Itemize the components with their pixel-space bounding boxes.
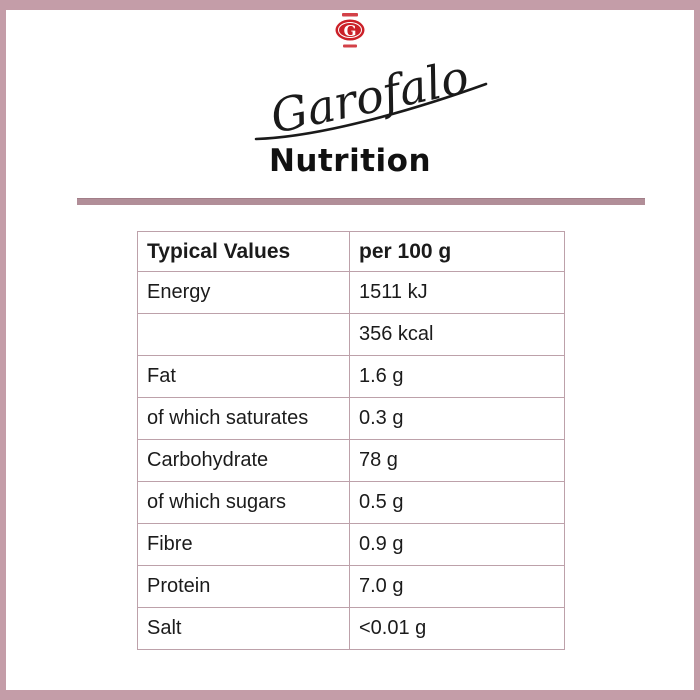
nutrient-label-cell: Energy [137, 271, 350, 314]
frame-border-top [0, 0, 700, 10]
table-row: 356 kcal [137, 313, 565, 356]
column-header-per-100g: per 100 g [349, 231, 565, 272]
nutrient-value-cell: <0.01 g [349, 607, 565, 650]
emblem-letter: G [344, 22, 357, 40]
column-header-typical-values: Typical Values [137, 231, 350, 272]
emblem-oval [335, 19, 365, 41]
nutrient-value-cell: 356 kcal [349, 313, 565, 356]
table-row: Fibre 0.9 g [137, 523, 565, 566]
garofalo-emblem-icon: G [335, 13, 365, 48]
signature-flourish [254, 82, 488, 141]
nutrient-value-cell: 78 g [349, 439, 565, 482]
table-row: Energy 1511 kJ [137, 271, 565, 314]
nutrient-label-cell: Fat [137, 355, 350, 398]
emblem-ornament-top [342, 13, 358, 17]
signature-text: Garofalo [266, 49, 474, 144]
nutrient-value-cell: 0.5 g [349, 481, 565, 524]
table-row: of which saturates 0.3 g [137, 397, 565, 440]
frame-border-bottom [0, 690, 700, 700]
section-divider [77, 198, 645, 205]
nutrient-label-cell: of which sugars [137, 481, 350, 524]
nutrient-value-cell: 1.6 g [349, 355, 565, 398]
table-row: Salt <0.01 g [137, 607, 565, 650]
emblem-ornament-bottom [343, 44, 357, 48]
nutrient-value-cell: 7.0 g [349, 565, 565, 608]
nutrient-value-cell: 0.3 g [349, 397, 565, 440]
frame-border-left [0, 0, 6, 700]
nutrition-table-body: Energy 1511 kJ 356 kcal Fat 1.6 g of which sa… [137, 271, 565, 650]
nutrition-table: Typical Values per 100 g Energy 1511 kJ 35… [137, 231, 565, 650]
table-row: of which sugars 0.5 g [137, 481, 565, 524]
nutrient-label-cell: Protein [137, 565, 350, 608]
table-row: Carbohydrate 78 g [137, 439, 565, 482]
frame-border-right [694, 0, 700, 700]
nutrient-label-cell: Carbohydrate [137, 439, 350, 482]
table-header-row: Typical Values per 100 g [137, 231, 565, 272]
page-title: Nutrition [268, 143, 432, 179]
nutrient-value-cell: 1511 kJ [349, 271, 565, 314]
nutrient-label-cell: of which saturates [137, 397, 350, 440]
table-row: Protein 7.0 g [137, 565, 565, 608]
nutrient-label-cell [137, 313, 350, 356]
table-row: Fat 1.6 g [137, 355, 565, 398]
nutrient-value-cell: 0.9 g [349, 523, 565, 566]
nutrient-label-cell: Fibre [137, 523, 350, 566]
nutrient-label-cell: Salt [137, 607, 350, 650]
garofalo-signature: Garofalo [254, 49, 488, 144]
